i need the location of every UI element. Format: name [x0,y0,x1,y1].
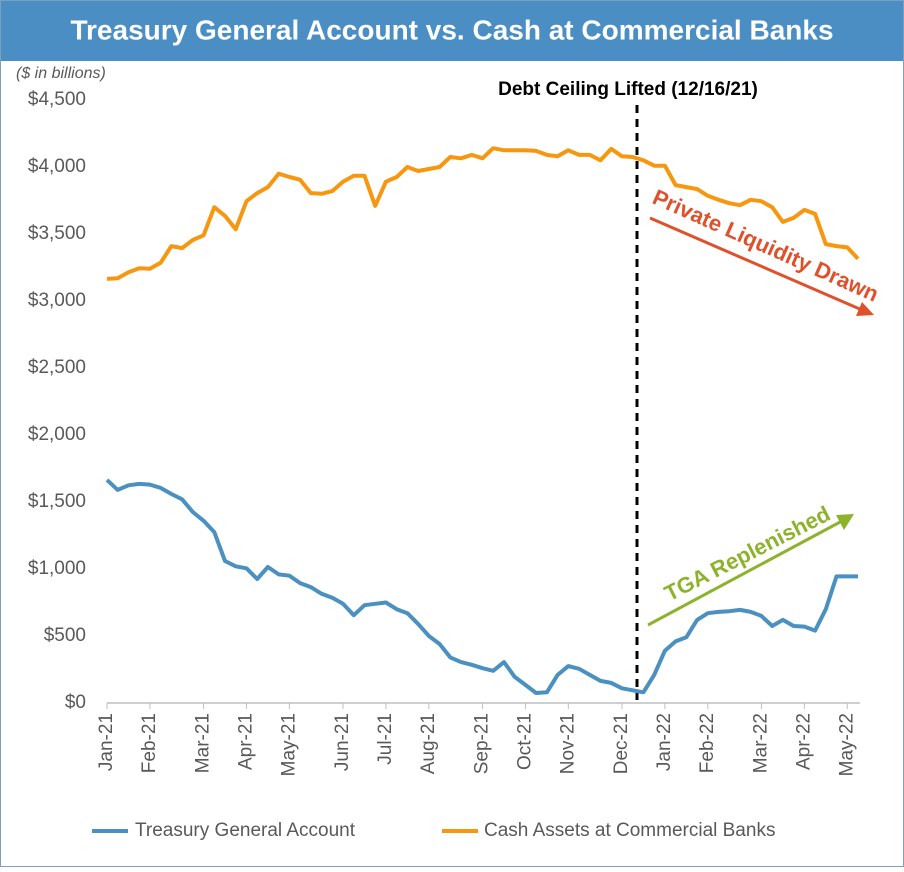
x-tick-group: Dec-21 [611,713,632,774]
x-tick-label: May-21 [278,713,299,776]
y-tick-label: $2,500 [28,357,86,378]
x-tick-group: Mar-21 [193,713,214,773]
y-tick-label: $3,000 [28,290,86,311]
x-tick-group: Oct-21 [514,713,535,770]
x-tick-label: Apr-21 [235,713,256,770]
x-tick-label: Jul-21 [375,713,396,765]
series-line [105,478,858,695]
series-line [106,146,860,281]
x-tick-label: Jan-21 [96,713,117,771]
x-tick-label: May-22 [836,713,857,776]
x-tick-label: Aug-21 [418,713,439,774]
x-tick-group: Aug-21 [418,713,439,774]
x-tick-group: May-22 [836,713,857,776]
x-tick-group: Apr-21 [235,713,256,770]
arrow [647,519,843,627]
x-tick-group: Jan-21 [96,713,117,771]
x-tick-label: Jan-22 [654,713,675,771]
x-tick-group: Mar-22 [750,713,771,773]
x-tick-label: Sep-21 [472,713,493,774]
y-tick-label: $4,500 [28,89,86,110]
x-tick-group: Feb-21 [139,713,160,773]
x-tick-label: Oct-21 [514,713,535,770]
title-bar [1,1,903,61]
x-tick-label: Mar-22 [750,713,771,773]
x-tick-group: Feb-22 [697,713,718,773]
legend-label: Treasury General Account [135,820,356,841]
x-tick-label: Dec-21 [611,713,632,774]
x-tick-label: Apr-22 [793,713,814,770]
x-tick-group: Jun-21 [332,713,353,771]
x-tick-label: Mar-21 [193,713,214,773]
x-tick-label: Feb-21 [139,713,160,773]
annotation: Debt Ceiling Lifted (12/16/21) [498,79,758,100]
x-tick-label: Feb-22 [697,713,718,773]
x-tick-group: Nov-21 [557,713,578,774]
chart-title: Treasury General Account vs. Cash at Com… [70,14,833,45]
x-tick-group: May-21 [278,713,299,776]
y-tick-label: $3,500 [28,223,86,244]
y-tick-label: $1,500 [28,491,86,512]
x-tick-label: Jun-21 [332,713,353,771]
legend-label: Cash Assets at Commercial Banks [484,820,775,841]
y-tick-label: $2,000 [28,424,86,445]
x-tick-label: Nov-21 [557,713,578,774]
arrow-head [856,302,874,316]
x-tick-group: Jul-21 [375,713,396,765]
arrow-head [836,514,854,530]
arrow [649,216,863,312]
y-tick-label: $1,000 [28,558,86,579]
y-tick-label: $500 [44,625,86,646]
y-tick-label: $0 [65,692,86,713]
y-axis-label: ($ in billions) [16,65,106,82]
x-tick-group: Apr-22 [793,713,814,770]
x-tick-group: Sep-21 [472,713,493,774]
x-tick-group: Jan-22 [654,713,675,771]
y-tick-label: $4,000 [28,156,86,177]
